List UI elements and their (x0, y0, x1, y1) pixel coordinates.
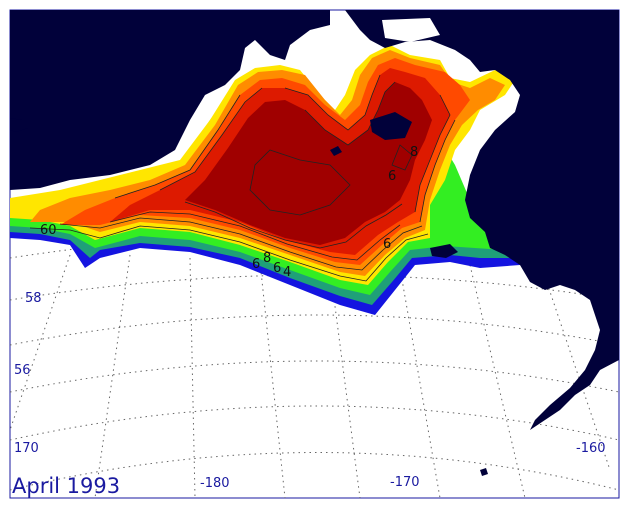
lat-label-58: 58 (25, 291, 42, 306)
land-island-small (330, 146, 342, 156)
lon-label-bottom-2: -170 (390, 475, 420, 490)
contour-label: 6 (273, 261, 281, 276)
ice-band-dark-red (185, 82, 432, 245)
land-alaska (345, 10, 619, 430)
contour-label: 6 (388, 169, 396, 184)
land (10, 10, 619, 476)
land-siberia (10, 10, 330, 190)
map-title: April 1993 (12, 474, 120, 498)
contour-labels: 60 8 6 6 8 6 6 4 (40, 145, 418, 280)
contour-label: 8 (263, 251, 271, 266)
polynya (382, 18, 440, 42)
lon-label-right: -160 (576, 441, 606, 456)
land-island-west (10, 118, 28, 132)
contour-label: 6 (383, 237, 391, 252)
contour-label: 60 (40, 223, 57, 238)
contour-label: 4 (283, 265, 291, 280)
lon-label-bottom-1: -180 (200, 476, 230, 491)
lat-label-56: 56 (14, 363, 31, 378)
contour-label: 8 (410, 145, 418, 160)
land-island-nunivak (430, 244, 458, 258)
land-island-south (480, 468, 488, 476)
ice-contours (29, 74, 456, 282)
contour-label: 6 (252, 257, 260, 272)
land-island-north (370, 112, 412, 140)
lon-label-left: 170 (14, 441, 39, 456)
